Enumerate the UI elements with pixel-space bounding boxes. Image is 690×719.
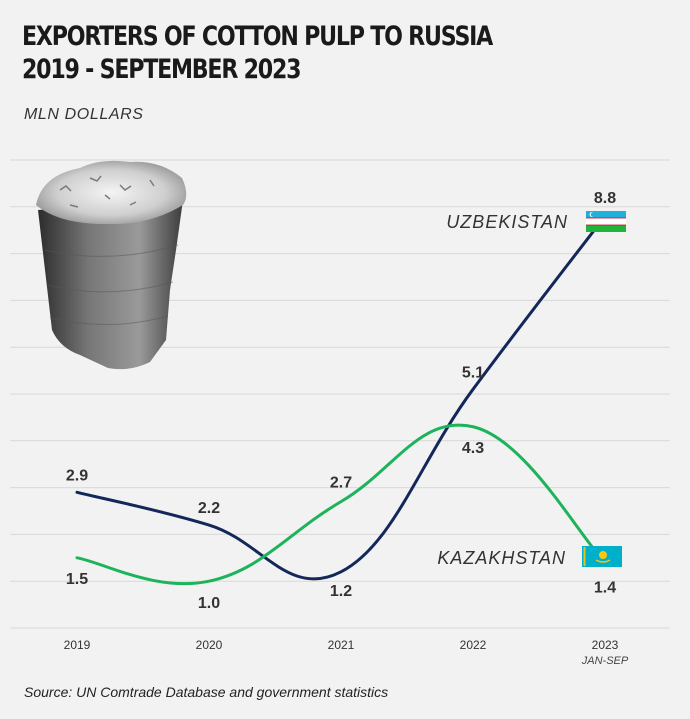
data-label-uzbekistan: 2.2 xyxy=(198,500,220,517)
series-label-uzbekistan: UZBEKISTAN xyxy=(446,212,568,232)
x-axis-tick-labels: 2019 2020 2021 2022 2023 JAN-SEP xyxy=(64,638,629,667)
chart-title: EXPORTERS OF COTTON PULP TO RUSSIA 2019 … xyxy=(22,20,493,86)
title-line-2: 2019 - SEPTEMBER 2023 xyxy=(22,54,302,85)
source-note: Source: UN Comtrade Database and governm… xyxy=(24,684,389,700)
x-tick-label: 2022 xyxy=(460,638,487,652)
kazakhstan-flag-icon xyxy=(582,546,622,567)
y-unit-label: MLN DOLLARS xyxy=(24,106,144,123)
x-tick-label: 2019 xyxy=(64,638,91,652)
x-tick-label: 2020 xyxy=(196,638,223,652)
title-line-1: EXPORTERS OF COTTON PULP TO RUSSIA xyxy=(22,21,493,52)
x-tick-label: 2023 xyxy=(592,638,619,652)
x-tick-sublabel: JAN-SEP xyxy=(581,655,629,667)
series-line-kazakhstan xyxy=(75,423,607,586)
data-label-uzbekistan: 5.1 xyxy=(462,364,484,381)
uzbekistan-flag-icon xyxy=(586,211,626,232)
data-label-kazakhstan: 1.4 xyxy=(594,579,616,596)
data-labels: 2.9 2.2 1.2 5.1 8.8 1.5 1.0 2.7 4.3 1.4 xyxy=(66,190,616,612)
data-label-uzbekistan: 8.8 xyxy=(594,190,616,207)
series-lines xyxy=(75,214,607,586)
data-label-kazakhstan: 4.3 xyxy=(462,440,484,457)
series-label-kazakhstan: KAZAKHSTAN xyxy=(437,548,566,568)
data-label-uzbekistan: 2.9 xyxy=(66,467,88,484)
data-label-uzbekistan: 1.2 xyxy=(330,583,352,600)
series-line-uzbekistan xyxy=(75,214,607,581)
x-tick-label: 2021 xyxy=(328,638,355,652)
data-label-kazakhstan: 2.7 xyxy=(330,475,352,492)
data-label-kazakhstan: 1.0 xyxy=(198,595,220,612)
cotton-bale-image xyxy=(36,160,187,370)
data-label-kazakhstan: 1.5 xyxy=(66,571,88,588)
